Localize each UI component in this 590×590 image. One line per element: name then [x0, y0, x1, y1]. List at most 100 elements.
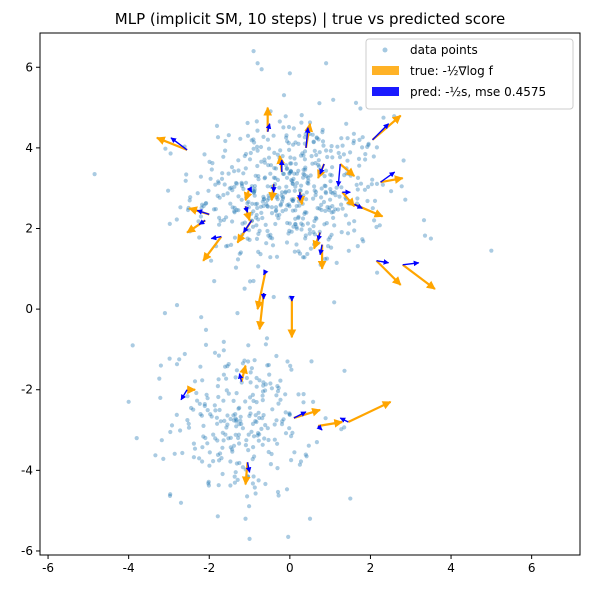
data-point — [320, 139, 326, 144]
data-point — [299, 120, 304, 125]
data-point — [372, 218, 377, 223]
data-point — [224, 388, 229, 393]
data-point — [330, 155, 335, 160]
data-point — [234, 368, 239, 373]
data-point — [366, 141, 371, 146]
data-point — [275, 389, 281, 394]
data-point — [339, 230, 344, 235]
data-point — [293, 221, 298, 227]
data-point — [304, 210, 309, 215]
data-point — [328, 179, 333, 184]
data-point — [289, 197, 294, 202]
data-point — [275, 466, 280, 471]
data-point — [168, 151, 173, 156]
data-point — [339, 185, 344, 190]
data-point — [162, 311, 168, 316]
data-point — [287, 412, 292, 417]
data-point — [254, 419, 259, 425]
data-point — [328, 197, 333, 202]
data-point — [250, 481, 255, 486]
data-point — [234, 391, 239, 396]
pred-score-arrow — [318, 244, 324, 256]
data-point — [272, 166, 277, 171]
data-point — [246, 205, 251, 210]
data-point — [329, 144, 334, 149]
data-point — [224, 215, 229, 220]
data-point — [263, 388, 268, 393]
data-point — [172, 451, 177, 456]
data-point — [249, 184, 254, 189]
data-point — [290, 198, 295, 203]
data-point — [289, 458, 294, 463]
data-point — [251, 146, 256, 151]
data-point — [328, 187, 333, 192]
data-point — [305, 251, 310, 257]
data-point — [326, 237, 331, 242]
data-point — [255, 148, 260, 153]
data-point — [254, 119, 259, 124]
data-point — [220, 445, 225, 450]
data-point — [272, 437, 277, 442]
data-point — [229, 242, 234, 247]
data-point — [339, 202, 344, 207]
data-point — [242, 220, 247, 225]
data-point — [232, 210, 237, 215]
data-point — [209, 167, 214, 172]
data-point — [311, 224, 316, 229]
data-point — [207, 450, 212, 455]
data-point — [319, 202, 324, 207]
data-point — [285, 220, 290, 226]
data-point — [323, 191, 328, 196]
data-point — [203, 342, 209, 347]
data-point — [322, 222, 327, 227]
data-point — [342, 368, 347, 373]
data-point — [221, 217, 227, 223]
data-point — [243, 516, 248, 521]
data-point — [287, 228, 292, 233]
data-point — [271, 133, 276, 138]
pred-score-arrow — [198, 219, 206, 226]
data-point — [235, 477, 240, 482]
data-point — [256, 438, 261, 443]
data-point — [284, 166, 289, 172]
data-point — [290, 181, 295, 186]
data-point — [280, 154, 285, 159]
data-point — [309, 359, 314, 364]
data-point — [264, 336, 270, 341]
data-point — [236, 432, 241, 437]
data-point — [245, 201, 250, 206]
data-point — [253, 413, 258, 418]
data-point — [243, 443, 248, 448]
data-point — [304, 454, 309, 459]
data-point — [285, 139, 290, 144]
data-point — [372, 198, 378, 203]
data-point — [428, 236, 433, 241]
pred-score-arrow — [304, 127, 311, 148]
data-point — [312, 148, 317, 153]
legend-true-label: true: -½∇log f — [410, 64, 494, 78]
data-point — [252, 193, 257, 198]
data-point — [240, 221, 245, 226]
data-point — [232, 169, 237, 174]
data-point — [216, 377, 221, 382]
data-point — [289, 178, 294, 183]
data-point — [294, 181, 300, 186]
data-point — [218, 419, 223, 424]
data-point — [302, 157, 307, 162]
data-point — [265, 204, 270, 209]
data-point — [403, 197, 408, 202]
data-point — [260, 389, 266, 394]
data-point — [248, 411, 253, 416]
data-point — [228, 483, 233, 488]
data-point — [199, 315, 204, 320]
data-point — [263, 222, 268, 227]
data-point — [276, 493, 281, 498]
data-point — [205, 408, 210, 413]
data-point — [265, 228, 270, 234]
true-score-arrow — [317, 418, 344, 428]
data-point — [341, 152, 346, 157]
data-point — [324, 256, 330, 261]
data-point — [343, 213, 348, 218]
data-point — [275, 441, 280, 446]
data-point — [251, 445, 256, 450]
